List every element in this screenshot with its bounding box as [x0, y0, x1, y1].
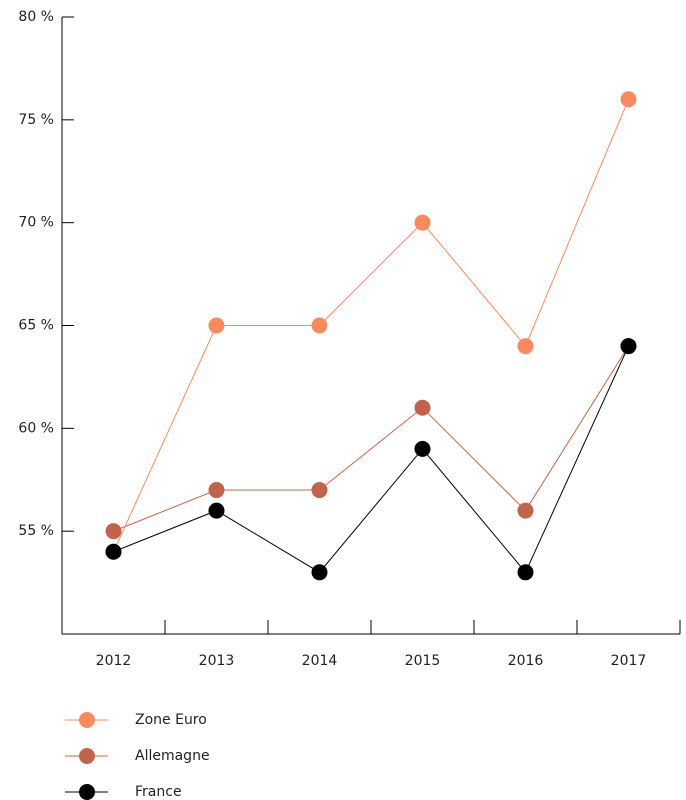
legend-marker	[79, 784, 95, 800]
data-point	[517, 338, 534, 355]
legend-label: Zone Euro	[135, 712, 207, 728]
data-point	[208, 502, 225, 519]
series-line	[113, 99, 629, 552]
x-tick-label: 2016	[508, 653, 544, 669]
legend-label: France	[135, 784, 182, 800]
y-tick-label: 60 %	[18, 420, 54, 436]
data-point	[208, 317, 225, 334]
data-point	[311, 317, 328, 334]
y-tick-label: 55 %	[18, 523, 54, 539]
data-point	[208, 482, 225, 499]
y-tick-label: 65 %	[18, 318, 54, 334]
data-point	[311, 564, 328, 581]
y-tick-label: 70 %	[18, 215, 54, 231]
x-tick-label: 2012	[96, 653, 132, 669]
legend-marker	[79, 712, 95, 728]
legend-marker	[79, 748, 95, 764]
data-point	[414, 214, 431, 231]
x-tick-label: 2013	[199, 653, 235, 669]
x-tick-label: 2017	[611, 653, 647, 669]
series-line	[113, 345, 629, 574]
x-tick-label: 2014	[302, 653, 338, 669]
data-point	[517, 564, 534, 581]
data-point	[414, 440, 431, 457]
data-point	[105, 523, 122, 540]
x-tick-label: 2015	[405, 653, 441, 669]
legend-label: Allemagne	[135, 748, 210, 764]
data-point	[620, 91, 637, 108]
data-point	[105, 543, 122, 560]
data-point	[414, 399, 431, 416]
y-tick-label: 75 %	[18, 112, 54, 128]
y-tick-label: 80 %	[18, 9, 54, 25]
data-point	[517, 502, 534, 519]
series-line	[113, 345, 629, 532]
data-point	[620, 338, 637, 355]
data-point	[311, 482, 328, 499]
